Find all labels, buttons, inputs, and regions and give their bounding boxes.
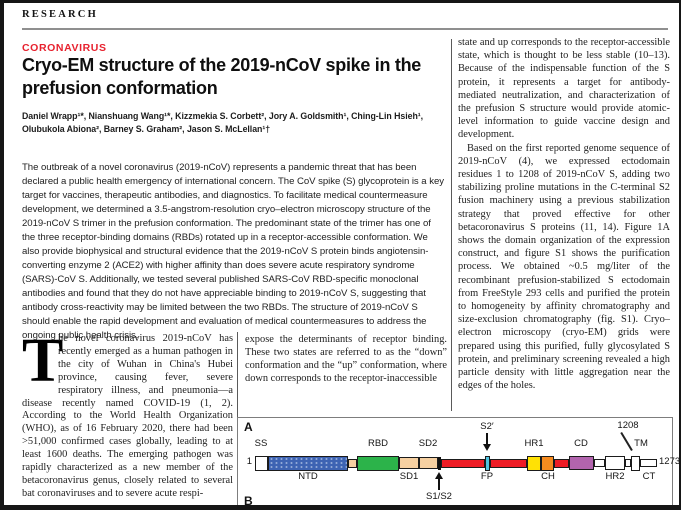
connector-hr2-tm (625, 459, 631, 467)
linker-ntd-rbd (348, 458, 357, 468)
connector-cd-hr2 (594, 459, 605, 467)
domain-ct (640, 459, 657, 467)
s2-prime-arrow-icon (483, 433, 491, 451)
body-column-3-para-2: Based on the first reported genome seque… (458, 142, 670, 392)
s2-segment-3 (554, 458, 569, 468)
domain-fp (485, 455, 490, 471)
domain-tm (631, 455, 640, 471)
s1-s2-arrow-icon (435, 472, 443, 490)
label-ct: CT (642, 471, 656, 482)
residue-start-number: 1 (246, 456, 252, 467)
panel-a-label: A (244, 420, 253, 434)
label-residue-1208: 1208 (617, 420, 639, 431)
article-title: Cryo-EM structure of the 2019-nCoV spike… (22, 55, 421, 98)
domain-ch (541, 455, 554, 471)
section-label: CORONAVIRUS (22, 42, 107, 54)
label-s1-s2: S1/S2 (426, 491, 452, 502)
author-list: Daniel Wrapp¹*, Nianshuang Wang¹*, Kizzm… (22, 110, 472, 135)
label-hr2: HR2 (605, 471, 625, 482)
body-column-1-text: he novel coronavirus 2019-nCoV has recen… (22, 333, 233, 499)
label-tm: TM (634, 438, 648, 449)
author-line-2: Olubukola Abiona², Barney S. Graham², Ja… (22, 123, 271, 134)
header-rule (22, 28, 668, 30)
residue-1208-pointer-line (620, 432, 633, 451)
s2-segment-2 (490, 458, 527, 468)
label-cd: CD (574, 438, 588, 449)
arrow-head-up (435, 472, 443, 479)
domain-rbd (357, 455, 399, 471)
arrow-stem (485, 433, 489, 444)
spike-domain-bar (255, 454, 657, 472)
residue-end-number: 1273 (659, 456, 681, 467)
domain-cd (569, 456, 594, 470)
domain-sd1 (399, 457, 419, 469)
label-rbd: RBD (367, 438, 389, 449)
s2-segment-1 (441, 458, 485, 468)
domain-hr2 (605, 456, 625, 470)
body-column-2-text: expose the determinants of receptor bind… (245, 334, 447, 384)
drop-cap: T (22, 327, 64, 395)
panel-b-label: B (244, 494, 253, 508)
arrow-head-down (483, 444, 491, 451)
label-sd2: SD2 (418, 438, 438, 449)
abstract-text: The outbreak of a novel coronavirus (201… (22, 162, 444, 341)
label-ss: SS (254, 438, 268, 449)
arrow-stem (437, 479, 441, 490)
body-column-2: expose the determinants of receptor bind… (245, 334, 447, 386)
domain-hr1 (527, 455, 541, 471)
label-ch: CH (541, 471, 555, 482)
label-ntd: NTD (298, 471, 318, 482)
label-fp: FP (480, 471, 494, 482)
domain-ntd (268, 455, 348, 471)
column-rule-right (451, 39, 452, 411)
figure-1-box: A B 1 1273 SS RBD SD (237, 417, 679, 508)
label-hr1: HR1 (524, 438, 544, 449)
domain-sd2 (419, 457, 438, 469)
s1-s2-cleavage-site (438, 456, 441, 470)
running-head: RESEARCH (22, 9, 98, 20)
domain-ss (255, 455, 268, 471)
body-column-3: state and up corresponds to the receptor… (458, 36, 670, 392)
column-rule-left (237, 332, 238, 417)
label-s2-prime: S2′ (480, 421, 494, 432)
label-sd1: SD1 (399, 471, 419, 482)
body-column-3-para-1: state and up corresponds to the receptor… (458, 37, 670, 141)
author-line-1: Daniel Wrapp¹*, Nianshuang Wang¹*, Kizzm… (22, 111, 424, 121)
